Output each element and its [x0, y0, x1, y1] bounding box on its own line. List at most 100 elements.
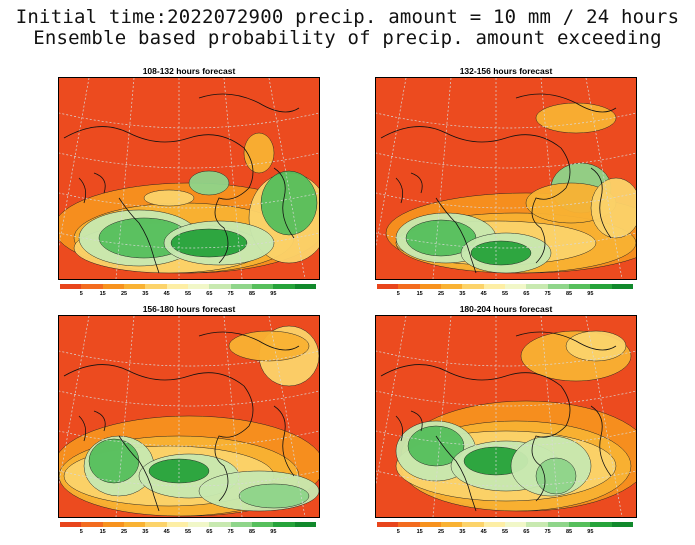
colorbar-tick-label: 85: [565, 291, 573, 297]
colorbar-tick-label: 75: [227, 529, 234, 535]
colorbar-swatch: [81, 284, 103, 289]
colorbar-tick-label: 45: [163, 529, 170, 535]
colorbar-swatch: [230, 284, 252, 289]
colorbar-swatch: [102, 284, 124, 289]
colorbar-swatch: [547, 284, 569, 289]
colorbar-tick-label: 5: [79, 529, 83, 535]
colorbar-tick-label: 5: [396, 529, 400, 535]
main-title: Initial time:2022072900 precip. amount =…: [15, 6, 680, 28]
colorbar-tick-label: 65: [206, 529, 213, 535]
probability-map: [58, 315, 320, 518]
colorbar-tick-label: 15: [416, 529, 423, 535]
colorbar-swatch: [590, 284, 612, 289]
colorbar-swatch: [377, 522, 399, 527]
colorbar-tick-label: 35: [459, 291, 466, 297]
colorbar-tick-label: 35: [459, 529, 466, 535]
panel-title: 156-180 hours forecast: [142, 304, 236, 314]
colorbar: 5 15 25 35 45 55 65 75 85 95: [58, 522, 320, 540]
colorbar-tick-label: 5: [396, 291, 400, 297]
subtitle: Ensemble based probability of precip. am…: [33, 27, 662, 49]
colorbar-tick-label: 75: [544, 529, 551, 535]
colorbar-tick-label: 95: [587, 291, 594, 297]
colorbar-swatch: [526, 522, 548, 527]
colorbar-swatch: [547, 522, 569, 527]
colorbar: 5 15 25 35 45 55 65 75 85 95: [375, 284, 637, 302]
forecast-panel-3: 156-180 hours forecast 5 15 25 35 45 55 65 75 85…: [58, 304, 320, 540]
colorbar-tick-label: 95: [270, 291, 277, 297]
panel-title: 180-204 hours forecast: [459, 304, 553, 314]
colorbar-swatch: [611, 284, 633, 289]
colorbar-tick-label: 65: [523, 529, 530, 535]
panel-title: 108-132 hours forecast: [142, 66, 236, 76]
colorbar-swatch: [440, 522, 463, 527]
colorbar-tick-label: 95: [270, 529, 277, 535]
colorbar-swatch: [145, 284, 167, 289]
colorbar-swatch: [187, 284, 210, 289]
colorbar-swatch: [60, 284, 82, 289]
colorbar-tick-label: 25: [120, 529, 128, 535]
colorbar-swatch: [273, 284, 295, 289]
colorbar-swatch: [145, 522, 167, 527]
colorbar-swatch: [251, 284, 274, 289]
colorbar-swatch: [187, 522, 210, 527]
colorbar-swatch: [504, 522, 527, 527]
colorbar-tick-label: 15: [99, 529, 106, 535]
colorbar-swatch: [251, 522, 274, 527]
colorbar-swatch: [166, 522, 188, 527]
probability-map: [58, 77, 320, 280]
colorbar-tick-label: 65: [523, 291, 530, 297]
panel-title: 132-156 hours forecast: [459, 66, 553, 76]
colorbar: 5 15 25 35 45 55 65 75 85 95: [375, 522, 637, 540]
colorbar-tick-label: 45: [480, 529, 487, 535]
colorbar-swatch: [294, 284, 316, 289]
colorbar-swatch: [377, 284, 399, 289]
colorbar-swatch: [273, 522, 295, 527]
colorbar-swatch: [483, 284, 505, 289]
colorbar-swatch: [568, 522, 591, 527]
colorbar-swatch: [294, 522, 316, 527]
colorbar-tick-label: 85: [248, 291, 256, 297]
colorbar-swatch: [568, 284, 591, 289]
colorbar-swatch: [419, 522, 441, 527]
map-canvas: [376, 78, 636, 279]
colorbar-tick-label: 25: [437, 529, 445, 535]
forecast-panel-2: 132-156 hours forecast 5 15 25 35 45 55 65 75 85…: [375, 66, 637, 302]
colorbar-swatch: [483, 522, 505, 527]
map-canvas: [59, 78, 319, 279]
colorbar-tick-label: 75: [227, 291, 234, 297]
colorbar-tick-label: 55: [501, 291, 509, 297]
colorbar-tick-label: 65: [206, 291, 213, 297]
colorbar-tick-label: 15: [416, 291, 423, 297]
colorbar-swatch: [611, 522, 633, 527]
colorbar-tick-label: 25: [120, 291, 128, 297]
colorbar-tick-label: 35: [142, 291, 149, 297]
colorbar-swatch: [419, 284, 441, 289]
colorbar: 5 15 25 35 45 55 65 75 85 95: [58, 284, 320, 302]
colorbar-tick-label: 85: [565, 529, 573, 535]
colorbar-swatch: [398, 522, 420, 527]
colorbar-tick-label: 75: [544, 291, 551, 297]
colorbar-swatch: [123, 284, 146, 289]
colorbar-swatch: [81, 522, 103, 527]
colorbar-swatch: [440, 284, 463, 289]
colorbar-tick-label: 25: [437, 291, 445, 297]
colorbar-swatch: [123, 522, 146, 527]
colorbar-tick-label: 55: [184, 291, 192, 297]
colorbar-swatch: [462, 522, 484, 527]
colorbar-tick-label: 15: [99, 291, 106, 297]
colorbar-swatch: [398, 284, 420, 289]
colorbar-swatch: [526, 284, 548, 289]
colorbar-tick-label: 55: [501, 529, 509, 535]
colorbar-tick-label: 35: [142, 529, 149, 535]
forecast-panel-4: 180-204 hours forecast 5 15 25 35 45 55 65 75 85…: [375, 304, 637, 540]
colorbar-tick-label: 45: [480, 291, 487, 297]
colorbar-tick-label: 55: [184, 529, 192, 535]
map-canvas: [59, 316, 319, 517]
colorbar-tick-label: 95: [587, 529, 594, 535]
colorbar-swatch: [209, 522, 231, 527]
colorbar-swatch: [504, 284, 527, 289]
colorbar-tick-label: 5: [79, 291, 83, 297]
forecast-panel-1: 108-132 hours forecast 5 15 25 35 45 55 65 75 85…: [58, 66, 320, 302]
probability-map: [375, 315, 637, 518]
colorbar-tick-label: 45: [163, 291, 170, 297]
